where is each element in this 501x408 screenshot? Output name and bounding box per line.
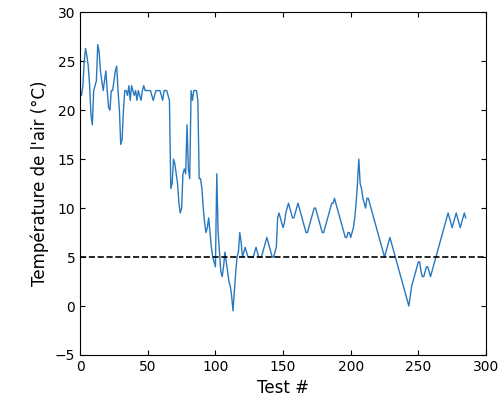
Y-axis label: Température de l'air (°C): Température de l'air (°C) [31,81,50,286]
X-axis label: Test #: Test # [257,379,309,397]
